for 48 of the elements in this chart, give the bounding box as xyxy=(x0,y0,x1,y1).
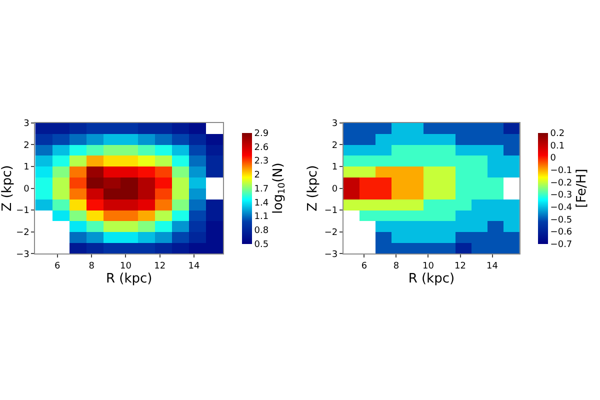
color-bar-label: 0 xyxy=(550,154,556,164)
color-bar-label: −0.4 xyxy=(550,202,572,213)
x-tick-label: 12 xyxy=(454,261,466,272)
y-tick-label: 0 xyxy=(332,184,338,194)
y-tick-label: −1 xyxy=(16,206,30,216)
y-tick-label: 0 xyxy=(24,184,30,194)
x-tick-label: 8 xyxy=(393,261,400,272)
color-bar-label: −0.5 xyxy=(550,215,572,226)
y-axis-title: Z (kpc) xyxy=(0,165,15,212)
color-bar-label: 0.8 xyxy=(254,226,269,236)
color-bar-label: −0.3 xyxy=(550,190,572,201)
color-bar-label: 1.4 xyxy=(254,198,269,208)
color-bar-label: 2.9 xyxy=(254,128,269,139)
color-bar-label: 1.1 xyxy=(254,212,269,222)
y-tick-label: 3 xyxy=(24,119,30,130)
x-axis-title: R (kpc) xyxy=(408,271,455,286)
color-bar-title: [Fe/H] xyxy=(574,168,590,208)
x-tick-label: 14 xyxy=(486,261,498,272)
y-tick-label: −2 xyxy=(324,228,338,238)
y-tick-label: 2 xyxy=(332,140,338,151)
x-tick-label: 12 xyxy=(154,261,166,272)
color-bar-label: −0.2 xyxy=(550,178,572,188)
color-bar-label: 2.6 xyxy=(254,142,269,153)
x-tick-label: 14 xyxy=(188,261,200,272)
color-bar-label: 1.7 xyxy=(254,184,269,194)
y-tick-label: 1 xyxy=(332,162,338,173)
color-bar-label: 0.5 xyxy=(254,240,269,250)
color-bar-label: −0.7 xyxy=(550,240,572,250)
color-bar-label: 2.3 xyxy=(254,156,269,167)
color-bar-label: 0.2 xyxy=(550,128,565,139)
y-tick-label: −2 xyxy=(16,228,30,238)
x-axis-title: R (kpc) xyxy=(106,271,152,286)
y-axis-title: Z (kpc) xyxy=(305,165,320,212)
y-tick-label: −3 xyxy=(324,250,338,260)
color-bar-label: 0.1 xyxy=(550,141,565,152)
y-tick-label: −1 xyxy=(324,206,338,216)
color-bar-label: 2 xyxy=(254,170,260,181)
color-bar-label: −0.6 xyxy=(550,228,572,238)
y-tick-label: −3 xyxy=(16,250,30,260)
x-tick-label: 10 xyxy=(120,261,132,272)
y-tick-label: 2 xyxy=(24,140,30,151)
color-bar-label: −0.1 xyxy=(550,166,572,176)
x-tick-label: 8 xyxy=(88,261,95,272)
x-tick-label: 6 xyxy=(361,261,368,272)
y-tick-label: 1 xyxy=(24,162,30,173)
x-tick-label: 6 xyxy=(54,261,61,272)
y-tick-label: 3 xyxy=(332,119,338,130)
x-tick-label: 10 xyxy=(422,261,434,272)
